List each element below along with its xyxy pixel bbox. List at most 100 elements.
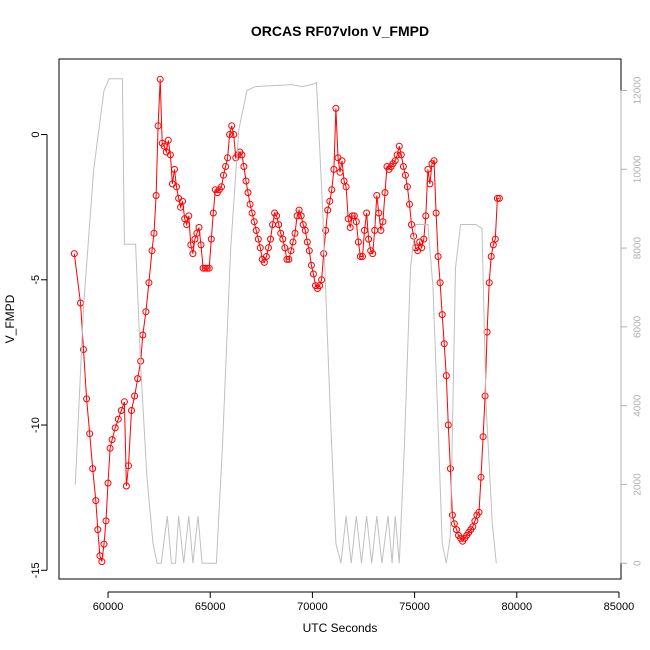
data-point bbox=[248, 209, 256, 217]
data-point bbox=[86, 430, 94, 438]
y2-tick-label: 6000 bbox=[633, 315, 644, 338]
y2-tick-label: 2000 bbox=[633, 473, 644, 496]
data-point bbox=[145, 279, 153, 287]
data-point bbox=[201, 264, 209, 272]
data-point bbox=[104, 479, 112, 487]
x-tick-label: 60000 bbox=[93, 601, 124, 613]
y2-axis: 0 2000 4000 6000 8000 10000 12000 bbox=[620, 76, 644, 566]
y-axis-label: V_FMPD bbox=[3, 294, 17, 343]
data-point bbox=[120, 398, 128, 406]
series-line bbox=[73, 79, 500, 562]
data-point bbox=[324, 206, 332, 214]
data-point bbox=[328, 186, 336, 194]
y-axis: -15 -10 -5 0 bbox=[30, 131, 48, 578]
data-point bbox=[309, 270, 317, 278]
data-point bbox=[393, 151, 401, 159]
data-point bbox=[336, 168, 344, 176]
data-point bbox=[273, 212, 281, 220]
data-point bbox=[403, 183, 411, 191]
data-point bbox=[128, 407, 135, 414]
data-point bbox=[481, 392, 489, 400]
x-tick-label: 85000 bbox=[604, 601, 635, 613]
data-point bbox=[440, 340, 448, 348]
data-point bbox=[83, 395, 91, 403]
data-point bbox=[179, 197, 187, 205]
data-point bbox=[287, 247, 295, 255]
data-point bbox=[205, 264, 213, 272]
data-point bbox=[420, 235, 428, 243]
data-point bbox=[106, 444, 114, 452]
data-point bbox=[150, 229, 158, 237]
data-point bbox=[166, 151, 174, 159]
data-point bbox=[94, 526, 102, 534]
data-point bbox=[444, 421, 452, 429]
data-point bbox=[260, 258, 268, 266]
data-point bbox=[283, 255, 291, 263]
data-point bbox=[479, 433, 487, 441]
y2-tick-label: 0 bbox=[633, 560, 644, 566]
data-point bbox=[438, 311, 446, 319]
data-point bbox=[89, 465, 97, 473]
data-point bbox=[285, 255, 293, 263]
y-tick-label: -10 bbox=[30, 417, 42, 433]
data-point bbox=[244, 189, 252, 197]
data-point bbox=[171, 165, 178, 173]
data-point bbox=[436, 279, 444, 287]
data-point bbox=[305, 247, 313, 255]
data-point bbox=[330, 165, 338, 173]
data-point bbox=[338, 157, 346, 165]
data-point bbox=[352, 218, 360, 226]
data-point bbox=[125, 462, 132, 470]
data-point bbox=[301, 226, 309, 234]
data-point bbox=[183, 221, 191, 229]
data-point bbox=[408, 221, 415, 229]
data-point bbox=[430, 157, 438, 165]
data-point bbox=[485, 279, 493, 287]
series-layer bbox=[70, 75, 503, 566]
data-point bbox=[434, 253, 442, 260]
data-point bbox=[230, 131, 238, 138]
data-point bbox=[262, 253, 270, 260]
data-point bbox=[100, 540, 108, 548]
data-point bbox=[111, 424, 119, 432]
data-point bbox=[346, 224, 354, 231]
data-point bbox=[154, 122, 162, 130]
data-point bbox=[160, 142, 168, 150]
data-point bbox=[432, 209, 440, 217]
data-point bbox=[379, 218, 387, 226]
data-point bbox=[279, 235, 287, 243]
data-point bbox=[363, 209, 371, 217]
data-point bbox=[117, 407, 125, 414]
data-point bbox=[373, 192, 381, 199]
data-point bbox=[142, 308, 150, 316]
data-point bbox=[92, 497, 100, 505]
data-point bbox=[254, 235, 262, 243]
x-axis-label: UTC Seconds bbox=[303, 621, 378, 635]
data-point bbox=[185, 212, 193, 220]
x-tick-label: 75000 bbox=[399, 601, 430, 613]
data-point bbox=[361, 226, 368, 234]
data-point bbox=[80, 346, 87, 353]
data-point bbox=[397, 151, 405, 159]
data-point bbox=[356, 253, 364, 260]
data-point bbox=[477, 473, 485, 481]
data-point bbox=[275, 221, 283, 229]
data-point bbox=[238, 151, 246, 159]
data-point bbox=[102, 517, 110, 525]
data-point bbox=[359, 253, 366, 260]
data-point bbox=[134, 375, 142, 383]
y-tick-label: -15 bbox=[30, 562, 42, 578]
data-point bbox=[354, 238, 362, 246]
data-point bbox=[131, 392, 139, 400]
data-point bbox=[426, 180, 434, 188]
data-point bbox=[246, 200, 254, 208]
data-point bbox=[108, 436, 116, 444]
data-point bbox=[446, 465, 454, 473]
data-point bbox=[491, 235, 499, 243]
data-point bbox=[193, 229, 201, 237]
series-line bbox=[74, 78, 497, 564]
data-point bbox=[322, 226, 330, 234]
data-point bbox=[291, 229, 299, 237]
